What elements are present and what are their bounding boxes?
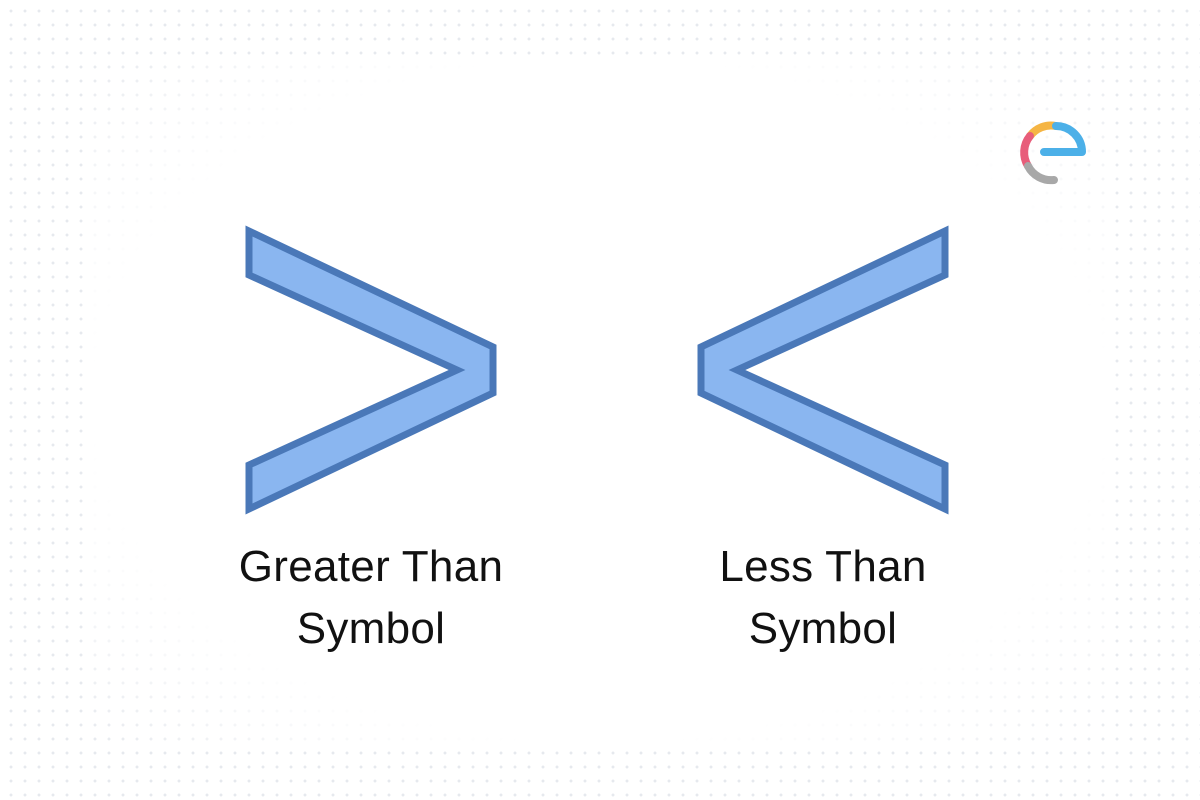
caption-line: Symbol [296,604,446,653]
caption-line: Less Than [719,542,927,591]
content-panel [90,55,1110,745]
caption-line: Greater Than [238,542,504,591]
less-than-icon [697,225,949,515]
greater-than-icon [245,225,497,515]
e-brand-logo-icon [1020,121,1086,185]
greater-than-caption: Greater Than Symbol [201,536,541,660]
less-than-caption: Less Than Symbol [653,536,993,660]
caption-line: Symbol [748,604,898,653]
